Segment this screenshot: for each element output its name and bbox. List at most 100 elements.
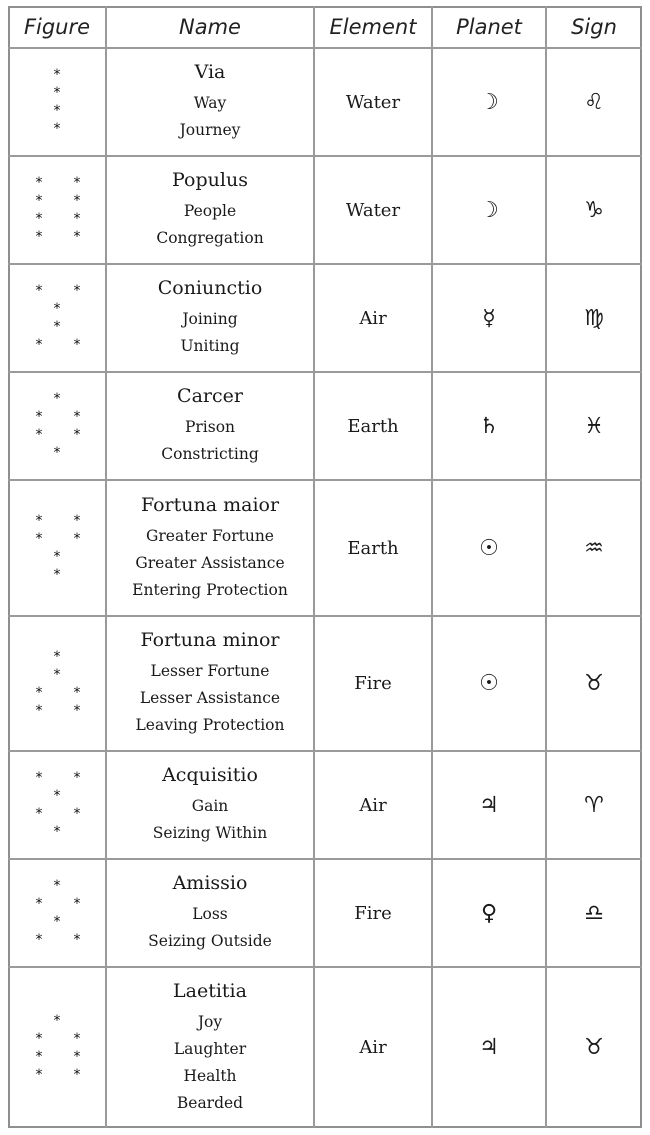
figure-dot-icon: * xyxy=(73,896,81,912)
figure-dot-icon: * xyxy=(35,932,43,948)
figure-cell: * * * * * * xyxy=(8,480,106,616)
column-divider xyxy=(431,6,433,1128)
figure-dot-icon: * xyxy=(73,770,81,786)
figure-dot-icon: * xyxy=(73,427,81,443)
header-figure: Figure xyxy=(23,15,91,39)
libra-icon: ♎ xyxy=(584,900,604,926)
figure-dot-icon: * xyxy=(73,531,81,547)
jupiter-icon: ♃ xyxy=(479,792,499,818)
figure-dot-icon: * xyxy=(35,229,43,245)
aries-icon: ♈ xyxy=(584,792,604,818)
figure-dot-icon: * xyxy=(53,391,61,407)
figure-meaning: Uniting xyxy=(180,337,240,355)
figure-dot-icon: * xyxy=(53,103,61,119)
figure-dot-icon: * xyxy=(35,770,43,786)
figure-dot-icon: * xyxy=(73,1048,81,1065)
figure-dot-icon: * xyxy=(35,1048,43,1065)
figure-meaning: Seizing Within xyxy=(152,824,268,842)
figure-dot-icon: * xyxy=(53,319,61,335)
venus-icon: ♀ xyxy=(480,900,498,926)
figure-name: Coniunctio xyxy=(157,277,263,299)
figure-dot-icon: * xyxy=(73,193,81,209)
capricorn-icon: ♑ xyxy=(584,197,604,223)
figure-dot-icon: * xyxy=(35,283,43,299)
figure-meaning: Lesser Assistance xyxy=(139,689,281,707)
name-cell: Fortuna maior Greater Fortune Greater Assi… xyxy=(106,480,314,616)
row-divider xyxy=(8,263,642,265)
header-name: Name xyxy=(179,15,241,39)
saturn-icon: ♄ xyxy=(479,413,499,439)
figure-cell: * * * * * * xyxy=(8,751,106,859)
figure-cell: * * * * xyxy=(8,48,106,156)
column-divider xyxy=(105,6,107,1128)
element-cell: Water xyxy=(345,91,401,113)
figure-meaning: People xyxy=(183,202,237,220)
row-divider xyxy=(8,750,642,752)
moon-icon: ☽ xyxy=(479,197,499,223)
figure-dot-icon: * xyxy=(35,337,43,353)
name-cell: Fortuna minor Lesser Fortune Lesser Assist… xyxy=(106,616,314,751)
mercury-icon: ☿ xyxy=(482,305,496,331)
figure-cell: * * * * * * * xyxy=(8,967,106,1128)
taurus-icon: ♉ xyxy=(584,671,604,696)
row-divider xyxy=(8,966,642,968)
figure-name: Fortuna maior xyxy=(140,493,280,516)
figure-meaning: Leaving Protection xyxy=(135,716,285,734)
figure-dot-icon: * xyxy=(35,531,43,547)
figure-dot-icon: * xyxy=(53,824,61,840)
figure-dot-icon: * xyxy=(53,445,61,461)
taurus-icon: ♉ xyxy=(584,1035,604,1060)
figure-dot-icon: * xyxy=(73,932,81,948)
name-cell: Laetitia Joy Laughter Health Bearded xyxy=(106,967,314,1128)
element-cell: Fire xyxy=(354,673,392,694)
element-cell: Earth xyxy=(347,537,399,559)
column-divider xyxy=(313,6,315,1128)
figure-dot-icon: * xyxy=(53,85,61,101)
figure-dot-icon: * xyxy=(53,788,61,804)
figure-name: Carcer xyxy=(177,385,243,407)
sun-icon: ☉ xyxy=(479,671,499,696)
sun-icon: ☉ xyxy=(479,535,499,561)
header-element: Element xyxy=(329,15,417,39)
figure-meaning: Seizing Outside xyxy=(148,932,272,950)
figure-dot-icon: * xyxy=(73,1030,81,1047)
header-planet: Planet xyxy=(456,15,522,39)
figure-meaning: Loss xyxy=(192,905,228,923)
figure-dot-icon: * xyxy=(73,175,81,191)
figure-meaning: Health xyxy=(183,1066,237,1085)
name-cell: Carcer Prison Constricting xyxy=(106,372,314,480)
figure-dot-icon: * xyxy=(73,1066,81,1083)
element-cell: Water xyxy=(345,199,401,221)
figure-dot-icon: * xyxy=(73,229,81,245)
figure-cell: * * * * * * xyxy=(8,372,106,480)
figure-name: Amissio xyxy=(172,872,248,894)
figure-name: Fortuna minor xyxy=(140,629,280,651)
table-frame xyxy=(8,6,642,1128)
figure-dot-icon: * xyxy=(73,684,81,701)
row-divider xyxy=(8,371,642,373)
figure-dot-icon: * xyxy=(35,409,43,425)
name-cell: Populus People Congregation xyxy=(106,156,314,264)
figure-dot-icon: * xyxy=(35,806,43,822)
name-cell: Via Way Journey xyxy=(106,48,314,156)
figure-dot-icon: * xyxy=(73,806,81,822)
figure-dot-icon: * xyxy=(73,337,81,353)
figure-dot-icon: * xyxy=(53,121,61,137)
figure-meaning: Journey xyxy=(179,121,241,139)
figure-name: Populus xyxy=(172,169,248,191)
figure-meaning: Greater Fortune xyxy=(146,526,274,545)
figure-dot-icon: * xyxy=(53,914,61,930)
figure-dot-icon: * xyxy=(35,1030,43,1047)
figure-dot-icon: * xyxy=(35,175,43,191)
figure-dot-icon: * xyxy=(53,666,61,683)
figure-meaning: Congregation xyxy=(156,229,264,247)
column-divider xyxy=(545,6,547,1128)
figure-dot-icon: * xyxy=(35,702,43,719)
figure-meaning: Prison xyxy=(184,418,236,436)
figure-dot-icon: * xyxy=(35,513,43,529)
figure-dot-icon: * xyxy=(53,567,61,583)
moon-icon: ☽ xyxy=(479,89,499,115)
figure-name: Via xyxy=(194,61,226,83)
figure-dot-icon: * xyxy=(35,193,43,209)
figure-dot-icon: * xyxy=(53,1012,61,1029)
